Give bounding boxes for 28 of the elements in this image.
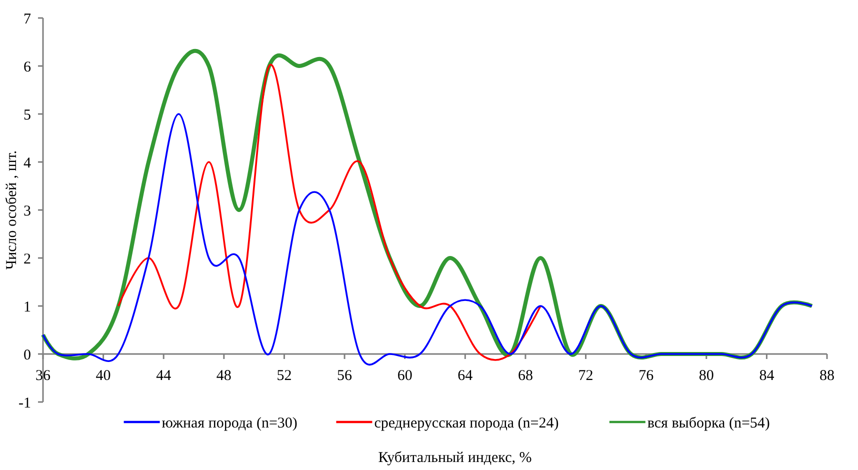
x-tick-label: 76 — [638, 368, 654, 384]
legend-label: вся выборка (n=54) — [647, 415, 770, 432]
x-tick-label: 44 — [156, 368, 172, 384]
y-tick-label: 4 — [24, 155, 32, 172]
y-tick-label: 7 — [24, 11, 32, 28]
y-tick-label: 1 — [24, 299, 31, 316]
x-tick-label: 80 — [698, 368, 714, 384]
y-axis-title: Число особей , шт. — [4, 150, 20, 270]
y-tick-label: -1 — [18, 395, 31, 412]
x-axis-title: Кубитальный индекс, % — [378, 450, 532, 466]
x-tick-label: 68 — [518, 368, 533, 384]
x-tick-label: 36 — [36, 368, 51, 384]
y-tick-label: 3 — [24, 203, 31, 220]
x-tick-label: 72 — [578, 368, 594, 384]
x-tick-label: 52 — [276, 368, 292, 384]
y-tick-label: 5 — [24, 107, 31, 124]
legend-label: среднерусская порода (n=24) — [374, 415, 559, 432]
legend-label: южная порода (n=30) — [162, 415, 298, 432]
y-tick-label: 0 — [24, 347, 31, 364]
x-tick-label: 40 — [96, 368, 111, 384]
x-tick-label: 48 — [216, 368, 232, 384]
y-tick-label: 6 — [24, 59, 32, 76]
x-tick-label: 60 — [397, 368, 412, 384]
x-tick-label: 88 — [820, 368, 834, 384]
x-tick-label: 84 — [759, 368, 775, 384]
x-tick-label: 56 — [337, 368, 353, 384]
x-tick-label: 64 — [458, 368, 474, 384]
y-tick-label: 2 — [24, 251, 31, 268]
